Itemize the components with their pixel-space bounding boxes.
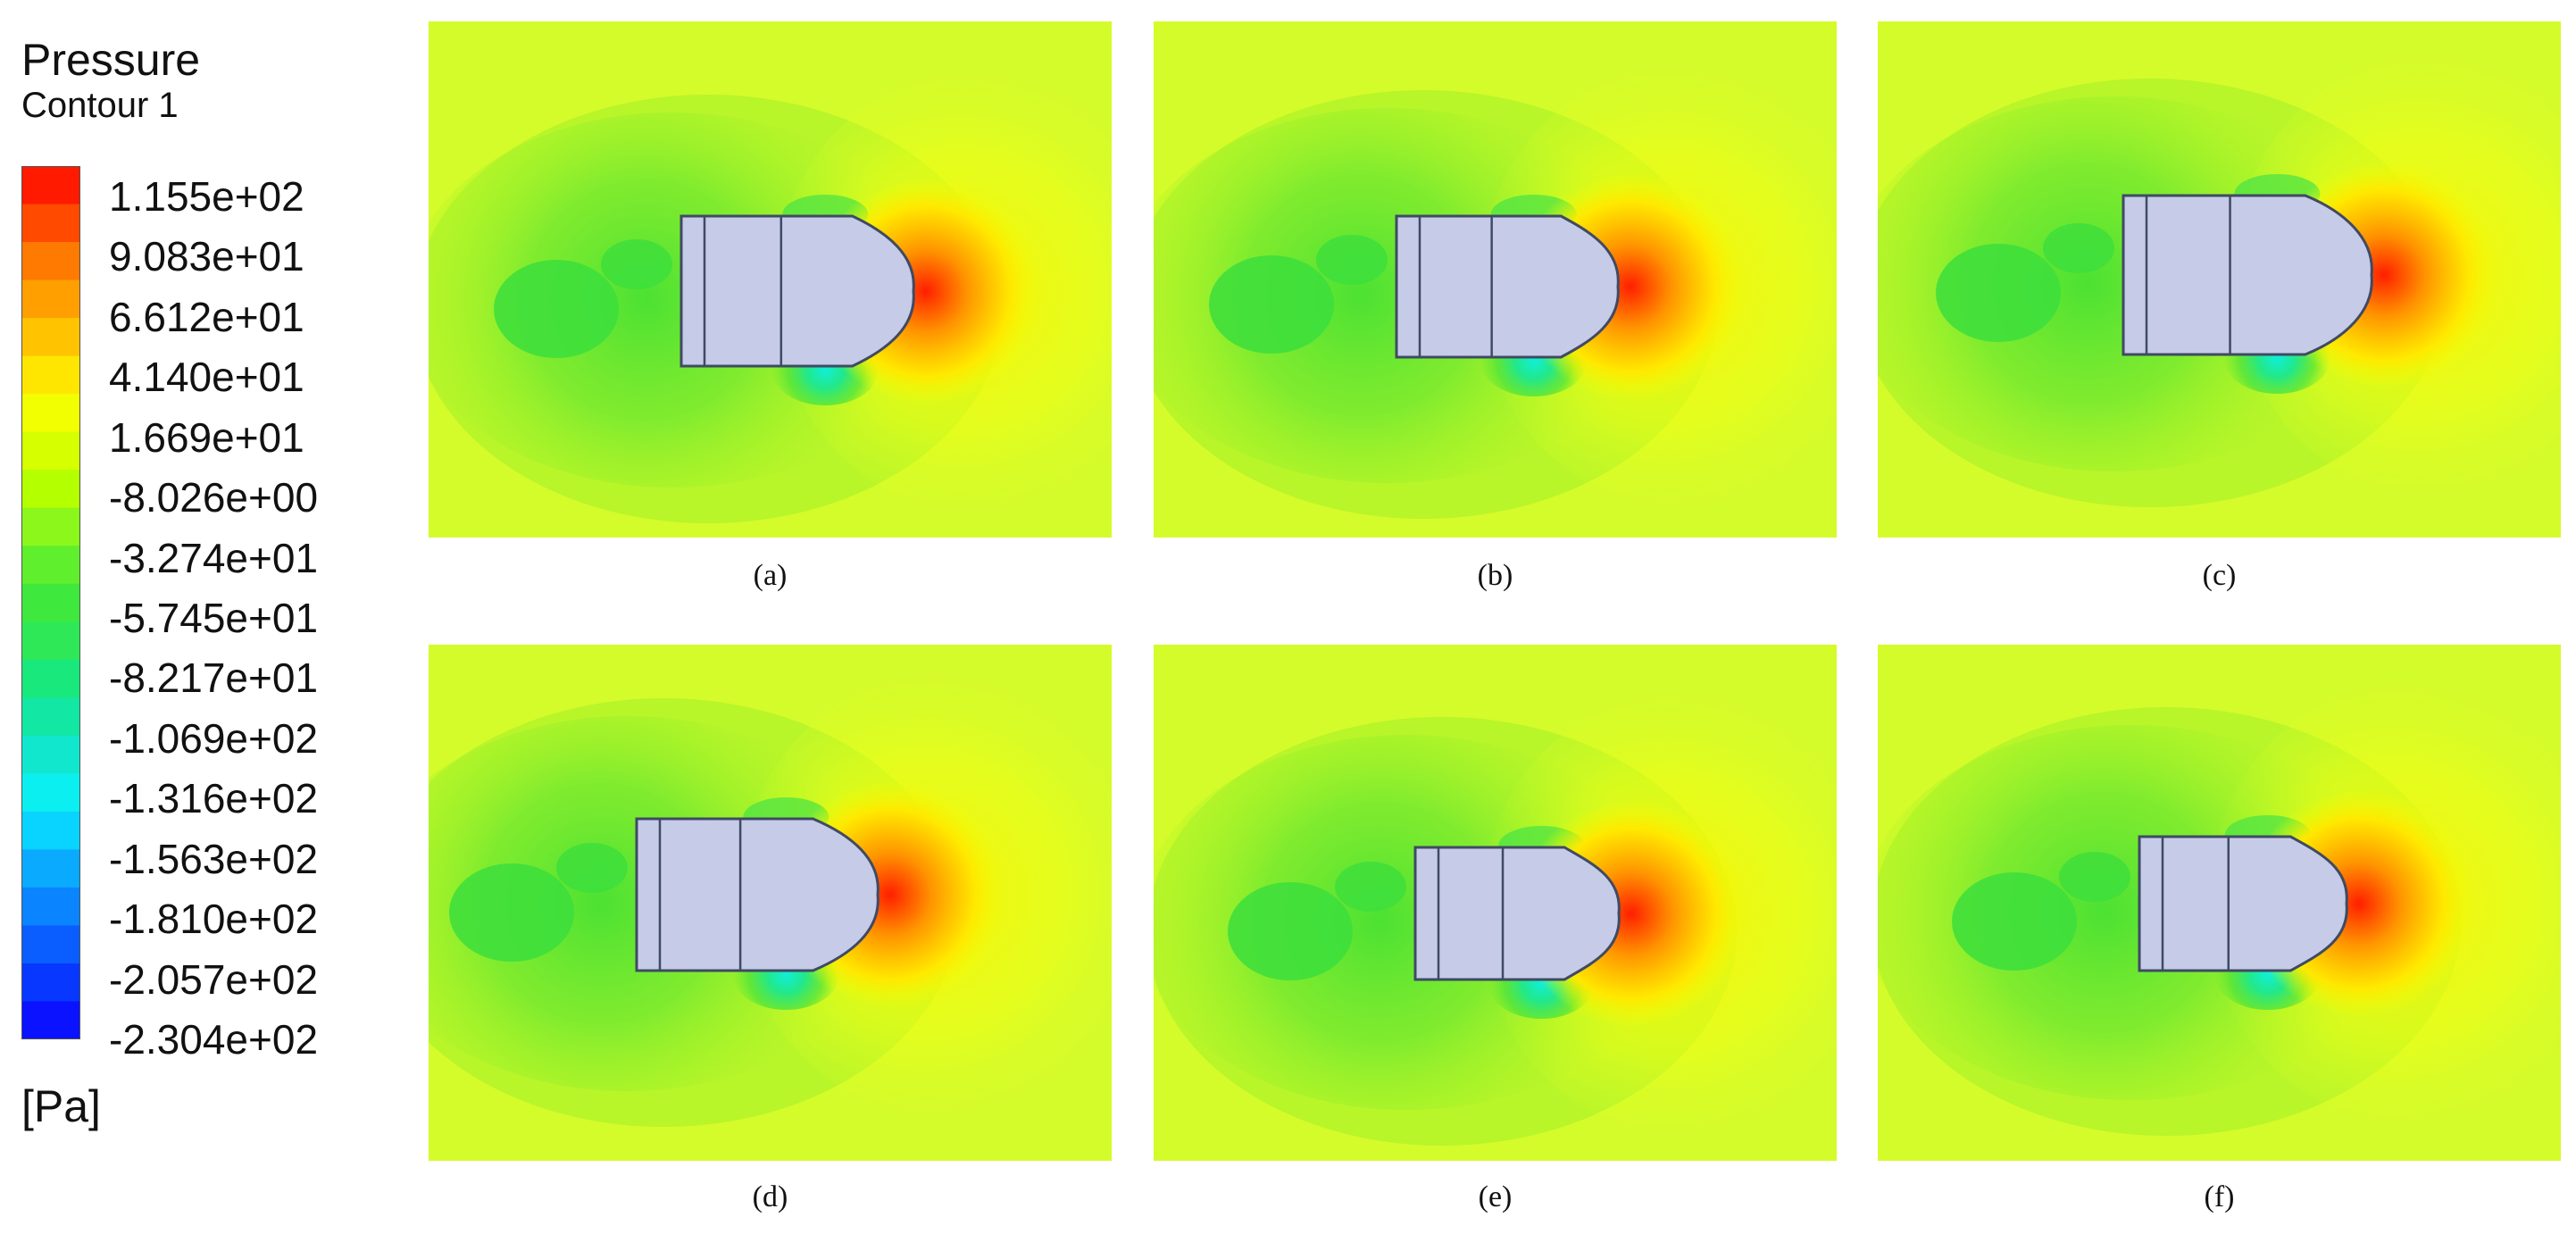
- projectile-body: [2138, 835, 2348, 972]
- wake-vortex: [449, 863, 574, 962]
- projectile-body: [679, 214, 915, 368]
- wake-vortex: [2059, 852, 2130, 902]
- wake-vortex: [556, 843, 628, 893]
- contour-field: [1154, 21, 1837, 538]
- wake-vortex: [1335, 862, 1406, 912]
- contour-panel-e: [1154, 645, 1837, 1161]
- legend-color-step: [21, 431, 80, 471]
- legend-color-step: [21, 659, 80, 698]
- contour-panel-c: [1878, 21, 2561, 538]
- legend-color-step: [21, 166, 80, 205]
- legend-color-step: [21, 355, 80, 395]
- legend-color-step: [21, 735, 80, 774]
- contour-panel-a: [429, 21, 1112, 538]
- legend-color-step: [21, 1001, 80, 1039]
- wake-vortex: [1952, 872, 2077, 971]
- legend-label: -2.304e+02: [109, 1016, 319, 1063]
- caption-e: (e): [1478, 1180, 1513, 1213]
- contour-field: [429, 645, 1112, 1161]
- caption-d: (d): [752, 1180, 788, 1213]
- caption-b: (b): [1477, 559, 1513, 592]
- contour-field: [429, 21, 1112, 538]
- wake-vortex: [494, 260, 619, 358]
- legend-color-step: [21, 470, 80, 509]
- legend-color-step: [21, 507, 80, 546]
- legend-color-step: [21, 621, 80, 661]
- caption-f: (f): [2204, 1180, 2235, 1213]
- legend-color-step: [21, 583, 80, 622]
- wake-vortex: [1316, 235, 1388, 285]
- legend-label: 4.140e+01: [109, 354, 304, 401]
- projectile-body: [1413, 846, 1621, 981]
- projectile-body: [635, 817, 880, 972]
- legend-color-step: [21, 887, 80, 927]
- wake-vortex: [601, 239, 672, 289]
- legend-unit: [Pa]: [21, 1081, 101, 1131]
- legend-subtitle: Contour 1: [21, 86, 179, 125]
- contour-panel-f: [1878, 645, 2561, 1161]
- wake-vortex: [1228, 882, 1353, 980]
- legend-label: -3.274e+01: [109, 534, 319, 581]
- legend-color-step: [21, 318, 80, 357]
- legend-color-step: [21, 697, 80, 737]
- legend-label: -2.057e+02: [109, 955, 319, 1003]
- legend-label: -1.069e+02: [109, 714, 319, 762]
- legend-label: 1.155e+02: [109, 173, 304, 220]
- legend-color-step: [21, 204, 80, 243]
- legend-color-step: [21, 773, 80, 813]
- contour-panel-b: [1154, 21, 1837, 538]
- legend-color-step: [21, 849, 80, 888]
- legend-label: 9.083e+01: [109, 233, 304, 280]
- projectile-body: [1395, 214, 1620, 359]
- legend-label: -8.217e+01: [109, 655, 319, 702]
- legend-color-bar: [21, 166, 80, 1039]
- pressure-legend: Pressure Contour 1 1.155e+02 9.083e+01 6.6…: [0, 0, 420, 1234]
- caption-c: (c): [2202, 559, 2237, 592]
- contour-field: [1154, 645, 1837, 1161]
- legend-color-step: [21, 811, 80, 850]
- contour-field: [1878, 645, 2561, 1161]
- legend-color-step: [21, 242, 80, 281]
- legend-color-step: [21, 963, 80, 1003]
- wake-vortex: [2043, 223, 2114, 273]
- legend-label: -8.026e+00: [109, 474, 319, 521]
- legend-color-step: [21, 394, 80, 433]
- contour-panel-d: [429, 645, 1112, 1161]
- legend-color-step: [21, 546, 80, 585]
- legend-label: 1.669e+01: [109, 413, 304, 461]
- legend-label: -5.745e+01: [109, 595, 319, 641]
- legend-title: Pressure: [21, 35, 201, 85]
- contour-field: [1878, 21, 2561, 538]
- legend-color-step: [21, 925, 80, 964]
- legend-label: -1.563e+02: [109, 835, 319, 882]
- wake-vortex: [1936, 244, 2061, 342]
- projectile-body: [2122, 194, 2373, 356]
- legend-color-step: [21, 279, 80, 319]
- caption-a: (a): [753, 559, 788, 592]
- wake-vortex: [1209, 255, 1334, 354]
- legend-bar-border: [21, 166, 80, 1039]
- legend-label: -1.810e+02: [109, 896, 319, 943]
- legend-label: 6.612e+01: [109, 293, 304, 340]
- legend-label: -1.316e+02: [109, 775, 319, 822]
